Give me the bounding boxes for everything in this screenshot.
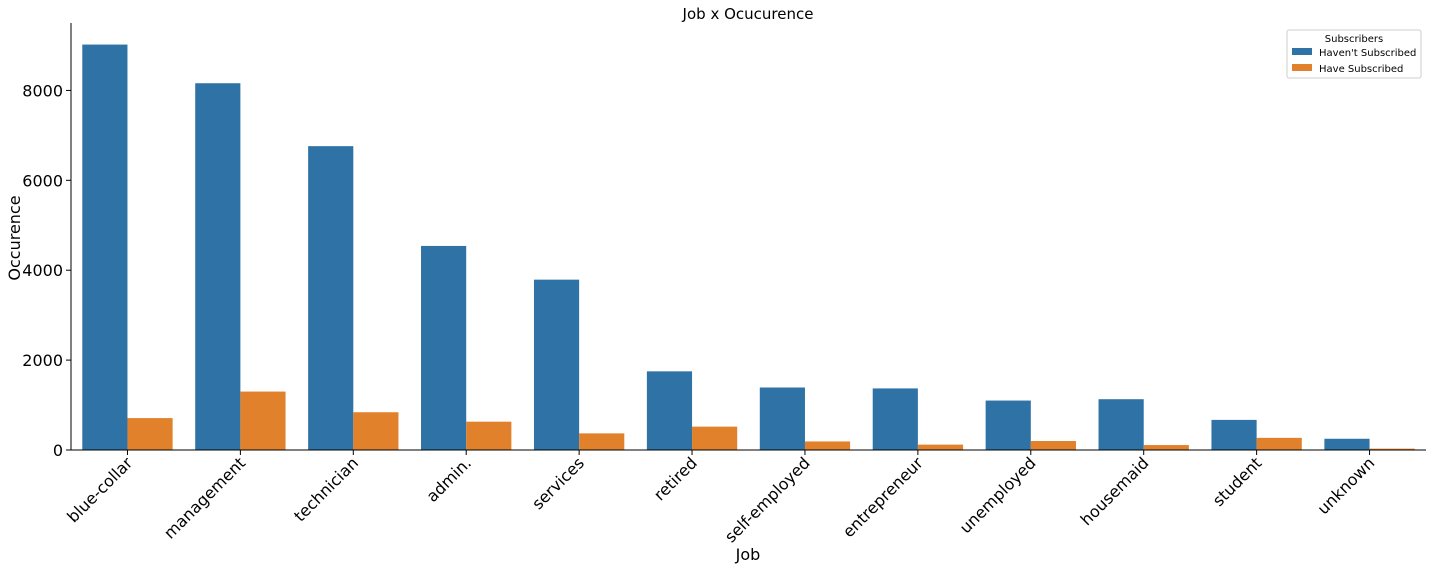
bar-services-series-1 <box>579 433 625 450</box>
bar-self-employed-series-0 <box>759 387 805 450</box>
y-tick-label: 8000 <box>22 81 63 100</box>
bar-housemaid-series-1 <box>1143 445 1189 450</box>
y-axis-label: Occurence <box>5 195 24 280</box>
bar-technician-series-1 <box>353 412 399 450</box>
y-axis: 0 2000 4000 6000 8000 <box>22 23 72 460</box>
bar-admin.-series-0 <box>421 245 467 450</box>
bar-services-series-0 <box>533 279 580 450</box>
x-tick-label-student: student <box>1209 453 1266 510</box>
bar-admin.-series-1 <box>466 421 512 450</box>
x-tick-label-admin.: admin. <box>423 453 475 505</box>
x-tick-label-unemployed: unemployed <box>956 453 1040 537</box>
x-tick-label-housemaid: housemaid <box>1077 453 1153 529</box>
x-tick-label-retired: retired <box>650 453 701 504</box>
bar-entrepreneur-series-1 <box>917 444 964 450</box>
bar-unemployed-series-1 <box>1030 441 1076 450</box>
bar-unknown-series-0 <box>1324 438 1370 450</box>
x-tick-label-services: services <box>528 453 588 513</box>
legend-label-1: Have Subscribed <box>1319 64 1403 75</box>
bar-unknown-series-1 <box>1369 448 1415 450</box>
bar-student-series-1 <box>1256 437 1302 450</box>
bar-technician-series-0 <box>308 146 354 450</box>
bar-blue-collar-series-1 <box>127 418 173 450</box>
x-tick-label-entrepreneur: entrepreneur <box>839 453 927 541</box>
x-tick-label-unknown: unknown <box>1314 453 1379 518</box>
bar-retired-series-1 <box>692 426 738 450</box>
x-axis: blue-collar management technician admin. ser… <box>63 449 1426 546</box>
y-tick-label: 4000 <box>22 261 63 280</box>
bar-retired-series-0 <box>646 371 693 450</box>
x-tick-label-technician: technician <box>290 453 362 525</box>
bar-housemaid-series-0 <box>1098 399 1144 450</box>
y-tick-label: 6000 <box>22 171 63 190</box>
bar-student-series-0 <box>1211 419 1257 450</box>
legend-label-0: Haven't Subscribed <box>1319 48 1416 59</box>
x-tick-label-management: management <box>160 453 249 542</box>
bars-layer <box>82 44 1415 450</box>
legend-swatch-0 <box>1292 48 1312 55</box>
y-tick-label: 0 <box>53 441 63 460</box>
x-tick-label-self-employed: self-employed <box>721 453 814 546</box>
bar-self-employed-series-1 <box>804 441 851 450</box>
y-tick-label: 2000 <box>22 351 63 370</box>
bar-blue-collar-series-0 <box>82 44 128 450</box>
chart-title: Job x Ocucurence <box>682 5 814 23</box>
legend-box <box>1286 29 1422 79</box>
bar-unemployed-series-0 <box>985 400 1031 450</box>
legend-title: Subscribers <box>1325 34 1383 45</box>
bar-management-series-1 <box>240 391 286 450</box>
legend: Subscribers Haven't Subscribed Have Subs… <box>1286 29 1422 79</box>
legend-swatch-1 <box>1292 64 1312 71</box>
x-tick-label-blue-collar: blue-collar <box>63 453 136 526</box>
x-axis-label: Job <box>735 545 761 564</box>
bar-entrepreneur-series-0 <box>872 388 918 450</box>
bar-management-series-0 <box>195 83 241 450</box>
